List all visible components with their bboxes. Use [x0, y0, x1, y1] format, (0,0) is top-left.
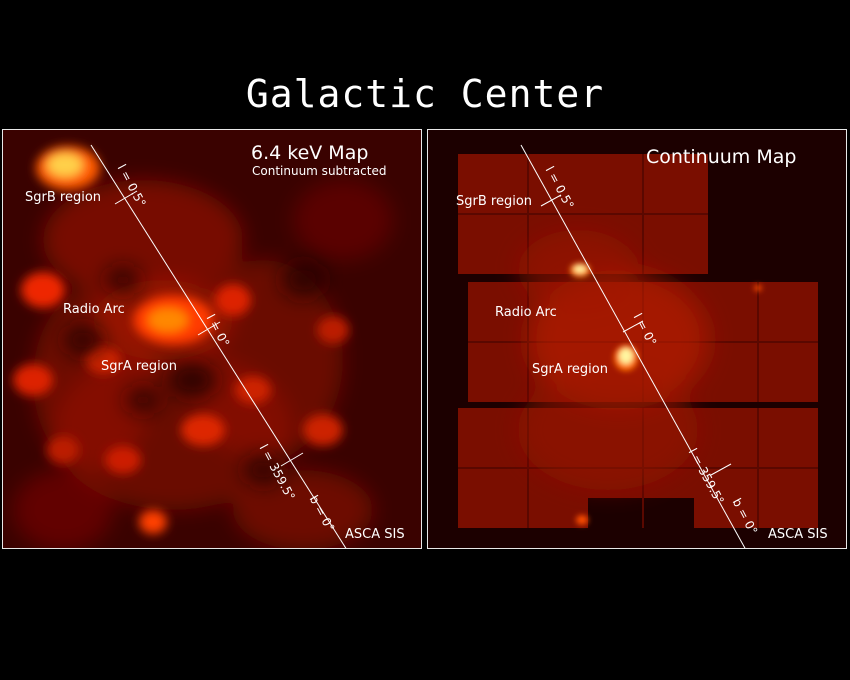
continuum-map-image — [458, 144, 818, 548]
tick-l-05 — [540, 194, 562, 207]
right-map-title: Continuum Map — [646, 146, 797, 168]
continuum-map-panel: Continuum Map SgrB region Radio Arc SgrA… — [427, 129, 847, 549]
tick-l-0 — [622, 320, 644, 333]
tick-l-05 — [114, 190, 138, 205]
right-sgrb-label: SgrB region — [456, 194, 533, 209]
right-sgra-label: SgrA region — [532, 362, 608, 377]
galactic-plane-line — [520, 144, 746, 548]
left-map-subtitle: Continuum subtracted — [252, 164, 387, 178]
galactic-plane-line — [90, 144, 347, 548]
left-radio-arc-label: Radio Arc — [63, 302, 125, 317]
right-instrument-label: ASCA SIS — [768, 527, 828, 542]
tick-l-3595 — [710, 463, 732, 476]
left-sgra-label: SgrA region — [101, 359, 177, 374]
left-instrument-label: ASCA SIS — [345, 527, 405, 542]
left-sgrb-label: SgrB region — [25, 190, 102, 205]
tick-l-3595 — [280, 452, 304, 467]
tick-l-0 — [197, 321, 221, 336]
page-title: Galactic Center — [245, 72, 605, 116]
6-4-kev-map-image — [13, 144, 393, 548]
6-4-kev-map-panel: 6.4 keV Map Continuum subtracted SgrB re… — [2, 129, 422, 549]
right-radio-arc-label: Radio Arc — [495, 305, 557, 320]
left-map-title: 6.4 keV Map — [251, 142, 369, 164]
